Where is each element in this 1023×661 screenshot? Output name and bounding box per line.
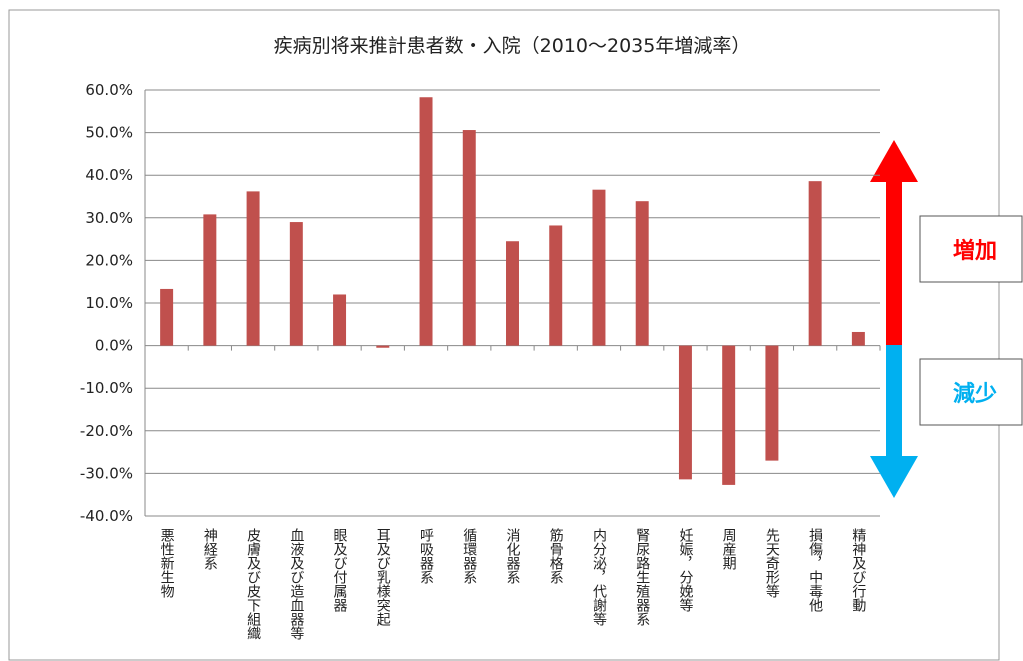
y-tick-label: -20.0% xyxy=(80,422,133,440)
x-tick-label: 悪性新生物 xyxy=(159,528,175,599)
x-tick-label: 神経系 xyxy=(202,528,218,570)
y-tick-label: 30.0% xyxy=(85,209,133,227)
decrease-label: 減少 xyxy=(953,382,997,407)
y-tick-label: 50.0% xyxy=(85,124,133,142)
bar xyxy=(635,201,649,346)
bar xyxy=(160,288,174,346)
chart-title: 疾病別将来推計患者数・入院（2010～2035年増減率） xyxy=(274,35,751,57)
bar xyxy=(851,331,865,346)
bar xyxy=(376,345,390,348)
y-tick-label: -10.0% xyxy=(80,379,133,397)
increase-label: 増加 xyxy=(953,238,997,264)
x-tick-label: 腎尿路生殖器系 xyxy=(634,528,650,626)
bar xyxy=(765,345,779,461)
x-tick-label: 先天奇形等 xyxy=(764,528,780,598)
x-tick-label: 内分泌，代謝等 xyxy=(591,528,607,626)
x-tick-label: 耳及び乳様突起 xyxy=(375,528,391,626)
x-tick-label: 循環器系 xyxy=(461,528,477,584)
bar xyxy=(203,214,217,346)
x-tick-label: 皮膚及び皮下組織 xyxy=(245,528,261,641)
x-tick-label: 妊娠，分娩等 xyxy=(677,528,693,612)
x-tick-label: 呼吸器系 xyxy=(418,528,434,584)
bar xyxy=(333,294,347,346)
decrease-arrow xyxy=(870,345,918,498)
x-tick-label: 血液及び造血器等 xyxy=(288,528,304,640)
y-tick-label: -40.0% xyxy=(80,507,133,525)
y-tick-label: 20.0% xyxy=(85,251,133,269)
x-tick-label: 消化器系 xyxy=(505,528,521,584)
bar xyxy=(506,241,519,346)
bar xyxy=(419,97,433,346)
bar xyxy=(722,345,736,485)
chart-frame xyxy=(8,9,1000,661)
y-tick-label: 40.0% xyxy=(85,166,133,184)
increase-arrow xyxy=(870,140,918,345)
x-tick-label: 筋骨格系 xyxy=(548,527,564,584)
x-tick-label: 精神及び行動 xyxy=(850,528,866,613)
y-tick-label: 60.0% xyxy=(85,81,133,99)
bar xyxy=(808,181,822,346)
decrease-box xyxy=(919,358,1023,426)
bar xyxy=(549,225,563,346)
bar xyxy=(592,189,606,346)
x-tick-label: 眼及び付属器 xyxy=(332,528,348,612)
x-tick-label: 周産期 xyxy=(721,528,737,571)
increase-box xyxy=(919,215,1023,283)
bar xyxy=(246,191,260,346)
bar xyxy=(678,345,692,480)
y-tick-label: 0.0% xyxy=(95,337,133,355)
bar xyxy=(289,222,303,346)
y-tick-label: 10.0% xyxy=(85,294,133,312)
y-tick-label: -30.0% xyxy=(80,464,133,482)
bar xyxy=(462,130,476,346)
x-tick-label: 損傷，中毒他 xyxy=(807,528,823,613)
